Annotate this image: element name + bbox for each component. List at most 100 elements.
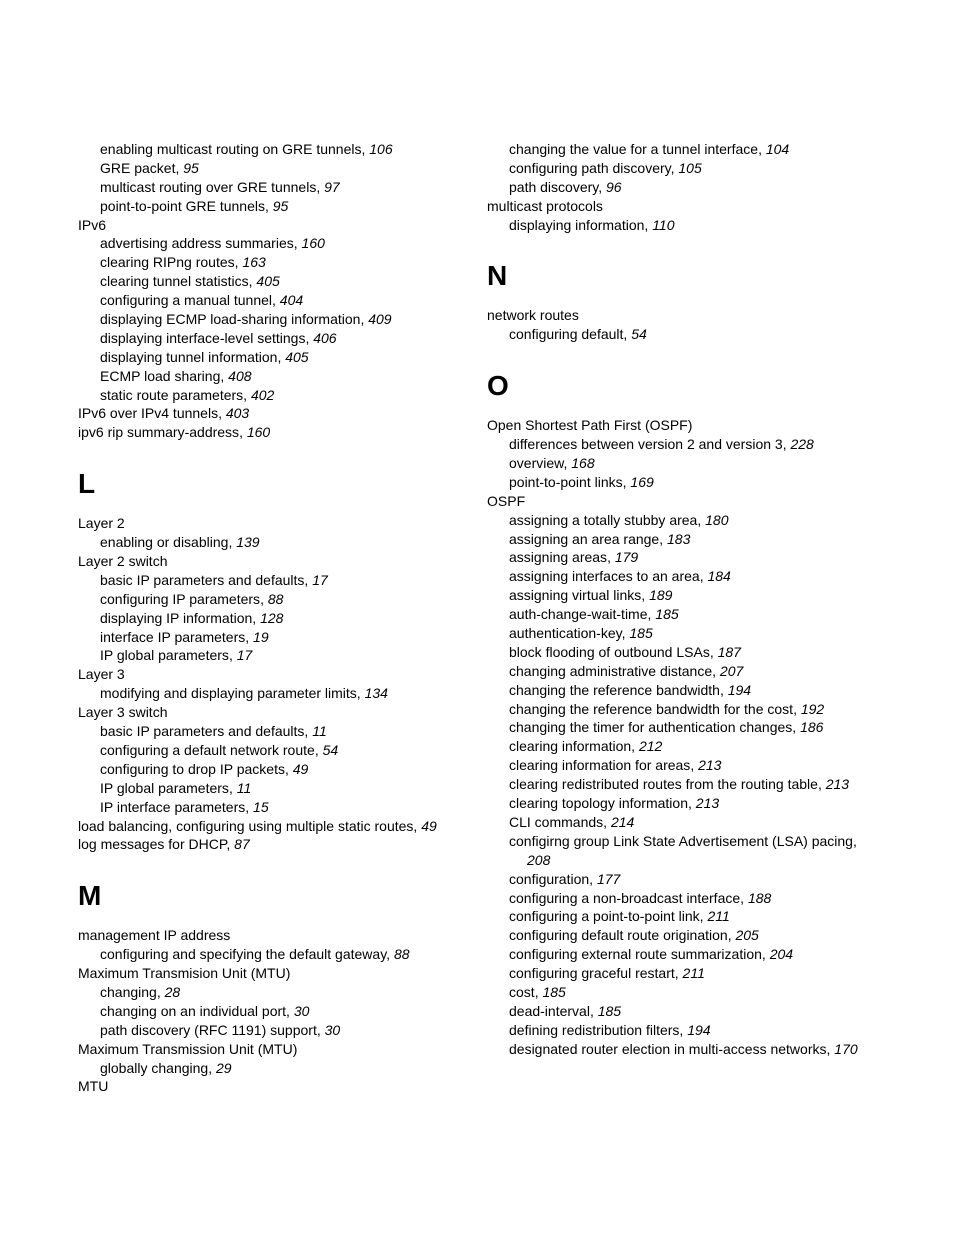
- index-entry: clearing information for areas, 213: [527, 756, 876, 775]
- index-entry: configuring a default network route, 54: [118, 741, 467, 760]
- entry-page: 185: [655, 606, 678, 622]
- entry-page: 97: [324, 179, 340, 195]
- entry-page: 160: [247, 424, 270, 440]
- entry-text: globally changing: [100, 1060, 208, 1076]
- entry-separator: ,: [260, 591, 268, 607]
- entry-separator: ,: [659, 531, 667, 547]
- entry-page: 211: [683, 965, 705, 981]
- entry-text: basic IP parameters and defaults: [100, 572, 304, 588]
- index-entry: assigning virtual links, 189: [527, 586, 876, 605]
- index-entry: Layer 2: [96, 514, 467, 533]
- index-entry: configuring default, 54: [527, 325, 876, 344]
- entry-page: 177: [597, 871, 620, 887]
- index-entry: changing the reference bandwidth, 194: [527, 681, 876, 700]
- index-entry: changing on an individual port, 30: [118, 1002, 467, 1021]
- entry-separator: ,: [285, 761, 293, 777]
- entry-text: changing administrative distance: [509, 663, 712, 679]
- index-entry: Layer 3: [96, 665, 467, 684]
- entry-text: log messages for DHCP: [78, 836, 226, 852]
- entry-page: 11: [237, 780, 252, 796]
- entry-text: configuring default route origination: [509, 927, 728, 943]
- entry-text: configuring graceful restart: [509, 965, 675, 981]
- entry-text: ECMP load sharing: [100, 368, 220, 384]
- entry-page: 54: [323, 742, 339, 758]
- entry-page: 19: [253, 629, 269, 645]
- entry-page: 169: [630, 474, 653, 490]
- entry-separator: ,: [720, 682, 728, 698]
- entry-page: 408: [228, 368, 251, 384]
- entry-separator: ,: [641, 587, 649, 603]
- entry-text: displaying ECMP load-sharing information: [100, 311, 360, 327]
- entry-text: clearing RIPng routes: [100, 254, 235, 270]
- entry-text: multicast protocols: [487, 198, 603, 214]
- entry-text: changing on an individual port: [100, 1003, 286, 1019]
- index-columns: enabling multicast routing on GRE tunnel…: [78, 140, 876, 1096]
- index-entry: changing the timer for authentication ch…: [527, 718, 876, 737]
- entry-page: 213: [826, 776, 849, 792]
- index-entry: configuring IP parameters, 88: [118, 590, 467, 609]
- index-page: enabling multicast routing on GRE tunnel…: [0, 0, 954, 1235]
- section-letter: N: [487, 262, 876, 290]
- entry-text: assigning areas: [509, 549, 607, 565]
- index-entry: defining redistribution filters, 194: [527, 1021, 876, 1040]
- entry-text: MTU: [78, 1078, 108, 1094]
- entry-separator: ,: [603, 814, 611, 830]
- index-entry: clearing information, 212: [527, 737, 876, 756]
- entry-text: Maximum Transmission Unit (MTU): [78, 1041, 297, 1057]
- index-entry: displaying tunnel information, 405: [118, 348, 467, 367]
- entry-text: interface IP parameters: [100, 629, 245, 645]
- index-entry: block flooding of outbound LSAs, 187: [527, 643, 876, 662]
- section-letter: L: [78, 470, 467, 498]
- entry-text: block flooding of outbound LSAs: [509, 644, 710, 660]
- entry-text: configuring default: [509, 326, 623, 342]
- entry-separator: ,: [631, 738, 639, 754]
- entry-text: network routes: [487, 307, 579, 323]
- entry-page: 186: [800, 719, 823, 735]
- entry-separator: ,: [697, 512, 705, 528]
- left-column: enabling multicast routing on GRE tunnel…: [78, 140, 467, 1096]
- entry-text: static route parameters: [100, 387, 243, 403]
- entry-separator: ,: [357, 685, 365, 701]
- entry-text: configuring a point-to-point link: [509, 908, 700, 924]
- entry-page: 15: [253, 799, 269, 815]
- section-letter: M: [78, 882, 467, 910]
- entry-page: 403: [226, 405, 249, 421]
- entry-text: clearing information for areas: [509, 757, 690, 773]
- entry-separator: ,: [245, 629, 253, 645]
- entry-separator: ,: [272, 292, 280, 308]
- entry-text: Open Shortest Path First (OSPF): [487, 417, 692, 433]
- entry-page: 170: [834, 1041, 857, 1057]
- entry-separator: ,: [239, 424, 247, 440]
- entry-text: multicast routing over GRE tunnels: [100, 179, 316, 195]
- entry-page: 207: [720, 663, 743, 679]
- entry-text: configuring and specifying the default g…: [100, 946, 386, 962]
- entry-text: changing: [100, 984, 157, 1000]
- entry-text: IP global parameters: [100, 647, 229, 663]
- entry-page: 212: [639, 738, 662, 754]
- index-entry: configuring path discovery, 105: [527, 159, 876, 178]
- entry-separator: ,: [229, 780, 237, 796]
- entry-page: 214: [611, 814, 634, 830]
- entry-page: 208: [527, 852, 550, 868]
- entry-text: configuring a non-broadcast interface: [509, 890, 740, 906]
- index-entry: displaying ECMP load-sharing information…: [118, 310, 467, 329]
- entry-page: 179: [615, 549, 638, 565]
- index-entry: IPv6 over IPv4 tunnels, 403: [96, 404, 467, 423]
- entry-text: CLI commands: [509, 814, 603, 830]
- entry-separator: ,: [294, 235, 302, 251]
- entry-separator: ,: [598, 179, 606, 195]
- index-entry: configuring and specifying the default g…: [118, 945, 467, 964]
- entry-page: 17: [312, 572, 328, 588]
- index-entry: cost, 185: [527, 983, 876, 1002]
- entry-page: 54: [631, 326, 647, 342]
- entry-text: changing the reference bandwidth for the…: [509, 701, 793, 717]
- entry-page: 87: [234, 836, 250, 852]
- entry-text: Maximum Transmision Unit (MTU): [78, 965, 290, 981]
- index-entry: changing, 28: [118, 983, 467, 1002]
- index-entry: IP global parameters, 17: [118, 646, 467, 665]
- index-entry: GRE packet, 95: [118, 159, 467, 178]
- index-entry: assigning areas, 179: [527, 548, 876, 567]
- entry-text: point-to-point GRE tunnels: [100, 198, 265, 214]
- entry-text: management IP address: [78, 927, 230, 943]
- index-entry: static route parameters, 402: [118, 386, 467, 405]
